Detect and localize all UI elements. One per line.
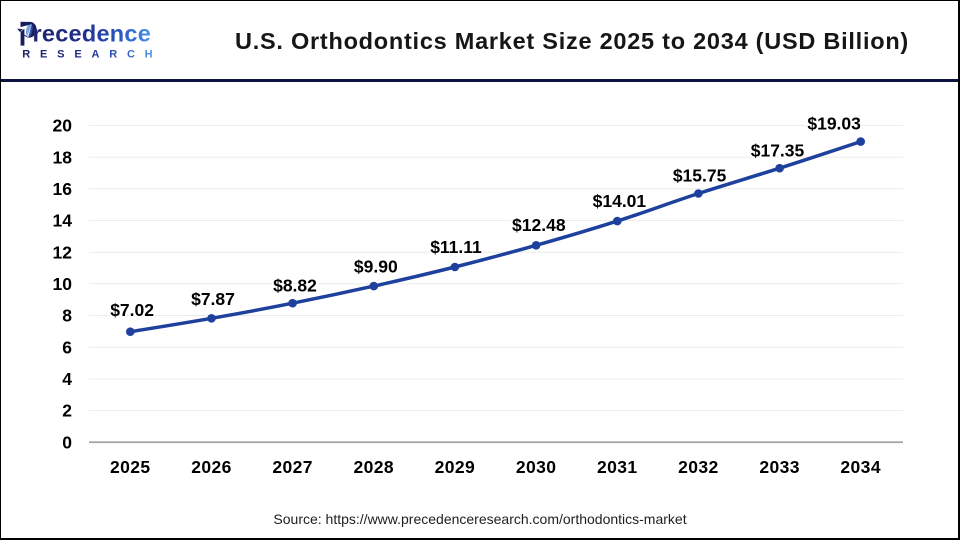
svg-text:12: 12 xyxy=(53,242,73,262)
svg-text:2030: 2030 xyxy=(516,457,557,477)
svg-text:$11.11: $11.11 xyxy=(430,237,482,257)
svg-text:2034: 2034 xyxy=(840,457,881,477)
svg-text:0: 0 xyxy=(62,432,72,452)
svg-text:2031: 2031 xyxy=(597,457,638,477)
svg-text:6: 6 xyxy=(62,337,72,357)
svg-text:$9.90: $9.90 xyxy=(354,257,398,277)
svg-text:18: 18 xyxy=(53,147,73,167)
svg-text:$19.03: $19.03 xyxy=(807,114,861,134)
svg-text:$12.48: $12.48 xyxy=(512,215,566,235)
svg-text:10: 10 xyxy=(53,274,73,294)
svg-text:recedence: recedence xyxy=(33,21,152,47)
svg-text:2032: 2032 xyxy=(678,457,719,477)
svg-text:$17.35: $17.35 xyxy=(751,141,805,161)
svg-text:2033: 2033 xyxy=(759,457,800,477)
svg-text:16: 16 xyxy=(53,179,73,199)
svg-text:$7.87: $7.87 xyxy=(191,289,235,309)
svg-text:$8.82: $8.82 xyxy=(273,275,317,295)
svg-text:4: 4 xyxy=(62,369,72,389)
svg-text:RESEARCH: RESEARCH xyxy=(22,49,160,61)
svg-text:$14.01: $14.01 xyxy=(593,191,647,211)
svg-text:20: 20 xyxy=(53,116,73,136)
svg-text:2025: 2025 xyxy=(110,457,151,477)
svg-text:8: 8 xyxy=(62,306,72,326)
svg-text:$15.75: $15.75 xyxy=(673,166,727,186)
svg-text:14: 14 xyxy=(53,211,73,231)
svg-text:2: 2 xyxy=(62,401,72,421)
svg-text:2029: 2029 xyxy=(435,457,476,477)
svg-text:2027: 2027 xyxy=(272,457,313,477)
svg-text:$7.02: $7.02 xyxy=(110,300,154,320)
svg-text:2026: 2026 xyxy=(191,457,232,477)
svg-text:2028: 2028 xyxy=(354,457,395,477)
